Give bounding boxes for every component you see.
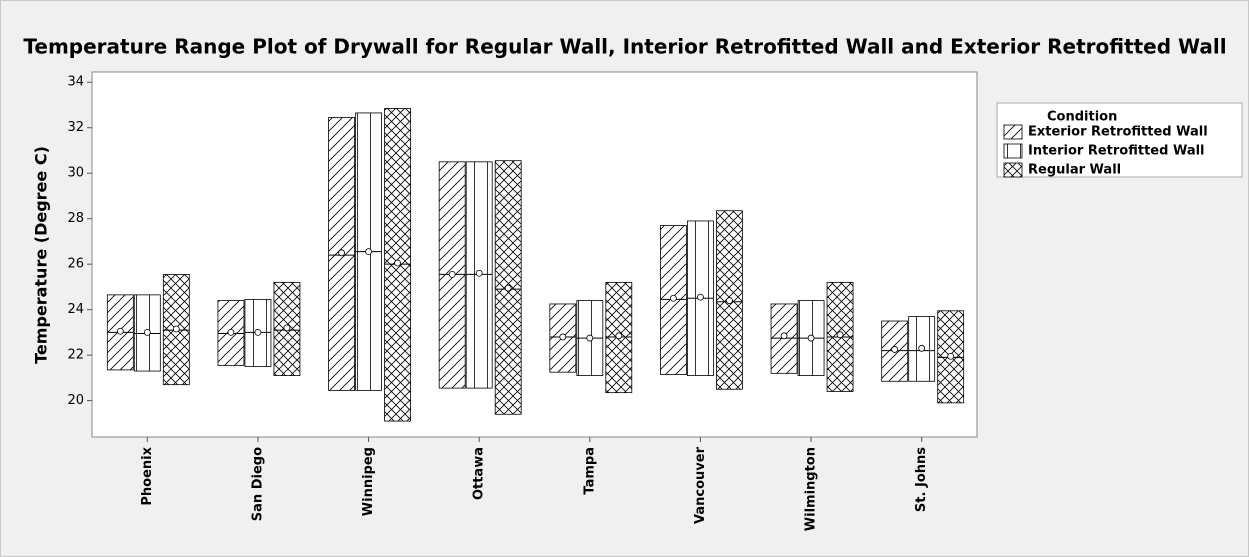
mean-marker bbox=[143, 328, 151, 336]
y-tick-label: 32 bbox=[67, 120, 84, 135]
x-tick-label: Tampa bbox=[582, 447, 597, 495]
mean-marker bbox=[947, 352, 955, 360]
chart-title: Temperature Range Plot of Drywall for Re… bbox=[23, 35, 1226, 59]
y-axis-label: Temperature (Degree C) bbox=[32, 146, 51, 364]
mean-marker bbox=[670, 294, 677, 302]
mean-marker bbox=[807, 334, 815, 342]
y-tick-label: 28 bbox=[67, 211, 84, 226]
x-tick-label: St. Johns bbox=[914, 447, 929, 512]
mean-marker bbox=[475, 269, 483, 277]
mean-marker bbox=[559, 333, 567, 341]
mean-marker bbox=[448, 270, 456, 278]
legend-label: Interior Retrofitted Wall bbox=[1028, 144, 1205, 159]
y-tick-label: 30 bbox=[67, 166, 84, 181]
range-box bbox=[162, 273, 190, 386]
legend-swatch bbox=[1003, 162, 1023, 178]
mean-marker bbox=[697, 293, 704, 301]
y-tick-label: 20 bbox=[67, 393, 84, 408]
x-tick-label: Wilmington bbox=[804, 447, 819, 531]
mean-marker bbox=[254, 328, 262, 336]
mean-marker bbox=[586, 334, 594, 342]
mean-marker bbox=[394, 259, 401, 267]
mean-marker bbox=[227, 328, 235, 336]
legend-label: Regular Wall bbox=[1028, 163, 1121, 178]
mean-marker bbox=[338, 249, 345, 257]
mean-marker bbox=[504, 284, 512, 292]
x-tick-label: San Diego bbox=[250, 447, 265, 521]
mean-marker bbox=[615, 332, 623, 340]
y-tick-label: 24 bbox=[67, 302, 84, 317]
mean-marker bbox=[780, 332, 788, 340]
mean-marker bbox=[283, 324, 291, 332]
x-tick-label: Winnipeg bbox=[361, 447, 376, 516]
legend-box bbox=[996, 102, 1243, 178]
y-tick-label: 26 bbox=[67, 257, 84, 272]
legend-swatch bbox=[1003, 124, 1023, 140]
x-tick-label: Phoenix bbox=[140, 446, 155, 505]
mean-marker bbox=[836, 331, 844, 339]
mean-marker bbox=[365, 248, 372, 256]
mean-marker bbox=[116, 327, 124, 335]
x-tick-label: Ottawa bbox=[472, 447, 487, 500]
y-tick-label: 22 bbox=[67, 348, 84, 363]
mean-marker bbox=[918, 344, 926, 352]
legend-title: Condition bbox=[1047, 110, 1117, 125]
mean-marker bbox=[726, 297, 733, 304]
y-tick-label: 34 bbox=[67, 75, 84, 90]
legend-label: Exterior Retrofitted Wall bbox=[1028, 125, 1208, 140]
legend-swatch bbox=[1003, 143, 1023, 159]
mean-marker bbox=[172, 325, 180, 333]
x-tick-label: Vancouver bbox=[693, 446, 708, 524]
mean-marker bbox=[891, 346, 899, 353]
